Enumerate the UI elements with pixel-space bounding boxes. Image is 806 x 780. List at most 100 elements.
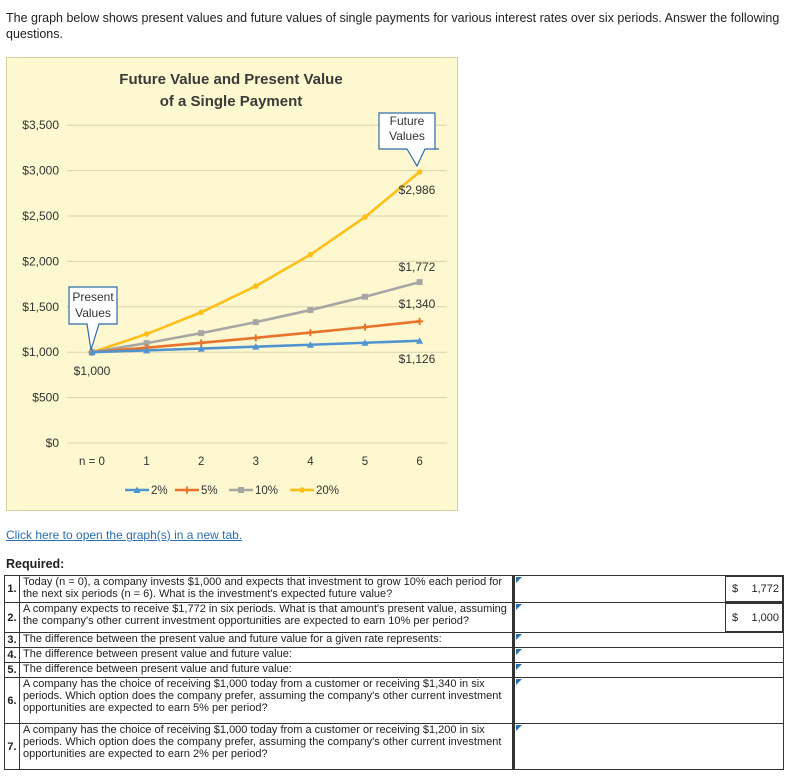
y-tick-label: $1,500 <box>22 300 59 314</box>
legend-marker <box>133 486 141 493</box>
question-number: 1. <box>4 575 20 603</box>
legend-label: 5% <box>201 485 218 497</box>
legend-label: 2% <box>151 485 168 497</box>
chart-title-line2: of a Single Payment <box>160 93 303 110</box>
dropdown-indicator-icon <box>516 664 522 670</box>
legend-label: 10% <box>255 485 278 497</box>
data-point <box>197 345 205 352</box>
data-point <box>143 346 151 354</box>
future-values-label-line1: Future <box>390 114 425 128</box>
future-values-label-line2: Values <box>389 129 425 143</box>
y-tick-label: $2,000 <box>22 254 59 268</box>
data-label-1126: $1,126 <box>399 352 436 366</box>
future-values-callout <box>378 112 439 168</box>
present-values-label-line1: Present <box>72 290 114 304</box>
data-point <box>416 279 423 286</box>
x-tick-label: n = 0 <box>79 456 105 468</box>
data-point <box>88 348 96 356</box>
dropdown-indicator-icon <box>516 649 522 655</box>
answer-input-area[interactable]: $1,772 <box>513 576 783 602</box>
legend-marker <box>183 486 191 494</box>
data-point <box>252 334 260 342</box>
question-number: 7. <box>4 723 20 770</box>
present-values-callout <box>68 286 118 351</box>
data-point <box>143 331 150 337</box>
legend-marker <box>299 487 305 493</box>
question-number: 4. <box>4 647 20 663</box>
data-point <box>306 341 314 348</box>
required-heading: Required: <box>6 557 65 571</box>
chart-panel: Future Value and Present Value of a Sing… <box>6 57 458 511</box>
question-text: The difference between present value and… <box>19 647 513 663</box>
question-text: The difference between present value and… <box>19 662 513 678</box>
question-text: A company has the choice of receiving $1… <box>19 677 513 724</box>
data-point <box>361 339 369 346</box>
chart-title-line1: Future Value and Present Value <box>119 71 342 88</box>
data-point <box>252 343 260 350</box>
data-point <box>252 319 259 326</box>
answer-input-area[interactable]: $1,000 <box>513 603 783 632</box>
data-point <box>362 214 368 220</box>
intro-text: The graph below shows present values and… <box>6 11 780 41</box>
answer-cell[interactable] <box>512 723 784 770</box>
question-text: The difference between the present value… <box>19 632 513 648</box>
data-point <box>307 251 314 258</box>
x-tick-label: 5 <box>362 456 368 468</box>
question-row: 6. A company has the choice of receiving … <box>4 677 784 724</box>
y-tick-label: $0 <box>46 436 60 450</box>
answer-amount-field[interactable]: $1,000 <box>725 603 783 632</box>
x-tick-label: 6 <box>416 456 422 468</box>
dropdown-indicator-icon <box>516 634 522 640</box>
question-row: 2. A company expects to receive $1,772 in… <box>4 602 784 633</box>
y-tick-label: $3,500 <box>22 118 59 132</box>
question-row: 7. A company has the choice of receiving … <box>4 723 784 770</box>
open-graph-link[interactable]: Click here to open the graph(s) in a new… <box>6 528 243 542</box>
data-label-2986: $2,986 <box>399 183 436 197</box>
data-point <box>416 337 424 344</box>
data-point <box>416 169 423 175</box>
x-tick-label: 4 <box>307 456 314 468</box>
answer-value: 1,000 <box>751 611 779 624</box>
question-row: 3. The difference between the present val… <box>4 632 784 648</box>
x-tick-label: 3 <box>253 456 259 468</box>
answer-amount-field[interactable]: $1,772 <box>725 576 783 602</box>
dropdown-indicator-icon <box>516 577 522 583</box>
y-tick-label: $1,000 <box>22 345 59 359</box>
data-point <box>306 329 314 337</box>
answer-cell[interactable] <box>512 677 784 724</box>
data-point <box>361 323 369 331</box>
currency-symbol: $ <box>732 611 739 624</box>
x-tick-label: 2 <box>198 456 204 468</box>
question-row: 4. The difference between present value a… <box>4 647 784 663</box>
series-line-20pct <box>91 170 421 354</box>
answer-cell[interactable]: $1,772 <box>512 575 784 603</box>
data-point <box>307 307 314 314</box>
dropdown-indicator-icon <box>516 604 522 610</box>
answer-cell[interactable] <box>512 647 784 663</box>
question-number: 5. <box>4 662 20 678</box>
legend-label: 20% <box>316 485 339 497</box>
question-number: 6. <box>4 677 20 724</box>
question-text: Today (n = 0), a company invests $1,000 … <box>19 575 513 603</box>
answer-cell[interactable] <box>512 662 784 678</box>
question-row: 1. Today (n = 0), a company invests $1,00… <box>4 575 784 603</box>
question-row: 5. The difference between present value a… <box>4 662 784 678</box>
data-label-1000: $1,000 <box>74 364 111 378</box>
answer-cell[interactable]: $1,000 <box>512 602 784 633</box>
answer-dropdown[interactable] <box>513 724 783 769</box>
data-point <box>198 309 204 316</box>
answer-dropdown[interactable] <box>513 633 783 647</box>
data-point <box>253 283 259 289</box>
answer-dropdown[interactable] <box>513 678 783 723</box>
x-tick-label: 1 <box>143 456 149 468</box>
currency-symbol: $ <box>732 583 739 595</box>
data-point <box>143 340 150 347</box>
answer-dropdown[interactable] <box>513 663 783 677</box>
legend-marker <box>238 487 244 493</box>
answer-dropdown[interactable] <box>513 648 783 662</box>
answer-cell[interactable] <box>512 632 784 648</box>
line-chart: Future Value and Present Value of a Sing… <box>22 71 447 497</box>
question-number: 3. <box>4 632 20 648</box>
question-number: 2. <box>4 602 20 633</box>
y-tick-label: $2,500 <box>22 209 59 223</box>
